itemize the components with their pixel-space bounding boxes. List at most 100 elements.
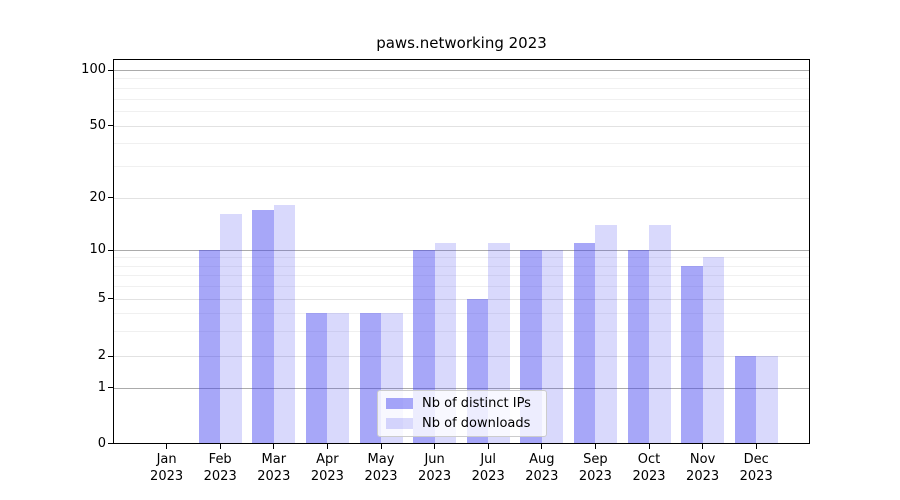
x-tick-label-month: Jun — [424, 452, 445, 467]
x-tick-label-month: Nov — [689, 452, 716, 467]
bar-downloads-sep — [595, 224, 617, 444]
x-tick-label-month: Aug — [529, 452, 555, 467]
x-tick-apr — [326, 444, 329, 449]
x-tick-jan — [166, 444, 168, 449]
y-tick-label-10: 10 — [89, 242, 106, 257]
x-tick-aug — [541, 444, 543, 449]
bar-downloads-dec — [756, 356, 778, 444]
gridline-y-30 — [114, 165, 809, 167]
y-tick-100 — [108, 69, 113, 71]
legend-label-downloads: Nb of downloads — [422, 415, 531, 431]
bar-downloads-nov — [702, 257, 725, 444]
bar-distinct-ips-nov — [681, 265, 703, 444]
bar-distinct-ips-may — [359, 312, 381, 444]
y-tick-label-100: 100 — [81, 62, 106, 77]
gridline-y-8 — [114, 265, 809, 267]
x-tick-label-year: 2023 — [632, 469, 666, 484]
x-tick-label-year: 2023 — [310, 469, 344, 484]
gridline-y-20 — [114, 197, 809, 199]
y-tick-label-5: 5 — [97, 290, 106, 306]
legend-swatch-distinct-ips-icon — [386, 398, 413, 410]
gridline-y-7 — [114, 274, 809, 276]
bar-downloads-mar — [273, 205, 296, 444]
gridline-y-90 — [114, 78, 809, 80]
x-tick-label-year: 2023 — [578, 469, 612, 484]
y-tick-label-50: 50 — [89, 117, 106, 133]
x-tick-mar — [273, 444, 275, 449]
bar-distinct-ips-dec — [734, 356, 757, 444]
x-tick-label-sep: Sep 2023 — [563, 451, 627, 485]
y-tick-label-0: 0 — [97, 435, 106, 451]
x-tick-label-month: Jan — [156, 452, 177, 467]
x-tick-label-year: 2023 — [364, 469, 398, 484]
x-tick-sep — [594, 444, 597, 449]
plot-frame — [113, 59, 810, 444]
gridline-y-1 — [114, 387, 809, 389]
x-tick-label-year: 2023 — [686, 469, 720, 484]
x-tick-label-jun: Jun 2023 — [403, 451, 467, 485]
y-tick-1 — [108, 387, 113, 389]
bar-downloads-oct — [649, 224, 671, 444]
x-tick-label-month: Feb — [208, 452, 232, 467]
x-tick-label-month: Sep — [583, 452, 608, 467]
x-tick-label-aug: Aug 2023 — [510, 451, 574, 485]
x-tick-label-year: 2023 — [257, 469, 291, 484]
x-tick-may — [380, 444, 382, 449]
x-tick-label-month: May — [367, 452, 395, 467]
x-tick-label-year: 2023 — [471, 469, 505, 484]
y-tick-5 — [108, 298, 113, 300]
y-tick-label-20: 20 — [89, 189, 106, 205]
bar-distinct-ips-apr — [305, 312, 328, 444]
y-tick-50 — [108, 125, 113, 127]
gridline-y-3 — [114, 330, 809, 332]
x-tick-label-month: Dec — [743, 452, 769, 467]
bar-downloads-apr — [327, 312, 349, 444]
bar-distinct-ips-sep — [573, 242, 596, 444]
y-tick-10 — [108, 249, 113, 251]
chart-title: paws.networking 2023 — [376, 34, 547, 52]
gridline-y-50 — [114, 125, 809, 127]
x-tick-label-year: 2023 — [525, 469, 559, 484]
gridline-y-6 — [114, 285, 809, 287]
y-tick-2 — [108, 355, 113, 357]
gridline-y-40 — [114, 143, 809, 145]
bar-downloads-aug — [541, 250, 564, 444]
x-tick-label-month: Jul — [480, 452, 497, 467]
y-tick-20 — [108, 197, 113, 199]
y-tick-0 — [108, 443, 113, 445]
gridline-y-5 — [114, 298, 809, 300]
x-tick-label-year: 2023 — [739, 469, 773, 484]
x-tick-label-month: Apr — [316, 452, 339, 467]
x-tick-label-jul: Jul 2023 — [456, 451, 520, 485]
legend-label-distinct-ips: Nb of distinct IPs — [422, 396, 531, 412]
x-tick-label-jan: Jan 2023 — [135, 451, 199, 485]
x-tick-label-year: 2023 — [418, 469, 452, 484]
bar-distinct-ips-mar — [252, 209, 274, 444]
x-tick-oct — [648, 444, 650, 449]
gridline-y-70 — [114, 98, 809, 100]
x-tick-feb — [219, 444, 221, 449]
bar-distinct-ips-feb — [198, 250, 221, 444]
x-tick-label-feb: Feb 2023 — [188, 451, 252, 485]
bar-distinct-ips-oct — [627, 250, 649, 444]
legend-box: Nb of distinct IPs Nb of downloads — [377, 390, 547, 437]
x-tick-label-month: Oct — [637, 452, 661, 467]
gridline-y-80 — [114, 87, 809, 89]
x-tick-jul — [487, 444, 489, 449]
gridline-y-60 — [114, 110, 809, 112]
legend-row-downloads: Nb of downloads — [386, 416, 546, 431]
x-tick-label-month: Mar — [261, 452, 287, 467]
x-tick-label-year: 2023 — [203, 469, 237, 484]
gridline-y-100 — [114, 70, 809, 71]
gridline-y-2 — [114, 356, 809, 357]
x-tick-label-dec: Dec 2023 — [724, 451, 788, 485]
gridline-y-4 — [114, 312, 809, 314]
gridline-y-9 — [114, 257, 809, 259]
bar-downloads-feb — [220, 214, 242, 444]
gridline-y-10 — [114, 250, 809, 251]
x-tick-dec — [755, 444, 757, 449]
x-tick-label-apr: Apr 2023 — [295, 451, 359, 485]
y-tick-label-2: 2 — [97, 348, 106, 363]
x-tick-label-mar: Mar 2023 — [242, 451, 306, 485]
